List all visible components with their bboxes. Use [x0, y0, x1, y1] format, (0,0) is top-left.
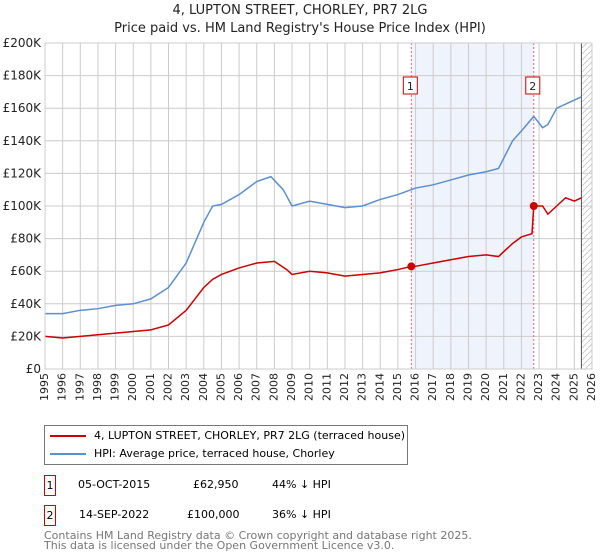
y-tick-label: £40K	[10, 297, 42, 311]
transaction-hpi: 44% ↓ HPI	[272, 478, 331, 491]
x-tick-label: 2018	[444, 373, 457, 401]
annotation-box	[402, 76, 418, 95]
y-tick-label: £140K	[3, 134, 43, 148]
legend-red-line	[50, 434, 86, 437]
x-tick-label: 2004	[197, 373, 210, 401]
legend-blue-line	[50, 452, 86, 455]
annotation-label: 2	[529, 80, 536, 93]
legend-item-hpi: HPI: Average price, terraced house, Chor…	[50, 447, 335, 460]
x-tick-label: 2010	[303, 373, 316, 401]
y-tick-label: £100K	[3, 199, 43, 213]
chart-plot: 1995 1996 1997 1998 1999 2000 2001 2002 2003 2004…	[3, 36, 598, 401]
legend: 4, LUPTON STREET, CHORLEY, PR7 2LG (terr…	[44, 425, 408, 465]
footer-line: This data is licensed under the Open Gov…	[44, 539, 395, 552]
x-tick-label: 2003	[179, 373, 192, 401]
transaction-hpi: 36% ↓ HPI	[272, 508, 331, 521]
x-tick-label: 2026	[585, 373, 598, 401]
x-tick-label: 2009	[285, 373, 298, 401]
x-tick-label: 2002	[162, 373, 175, 401]
x-tick-label: 2019	[461, 373, 474, 401]
x-tick-label: 2020	[479, 373, 492, 401]
sale-point	[407, 262, 416, 271]
x-tick-label: 2005	[214, 373, 227, 401]
chart-subtitle: Price paid vs. HM Land Registry's House …	[114, 21, 486, 36]
series-line	[44, 196, 582, 339]
annotation-box	[525, 76, 541, 95]
series-line	[45, 96, 582, 315]
y-tick-label: £60K	[10, 264, 42, 278]
x-tick-label: 2025	[567, 373, 580, 401]
annotation-label: 1	[407, 80, 414, 93]
x-tick-label: 1997	[73, 373, 86, 401]
transaction-date: 05-OCT-2015	[78, 478, 151, 491]
y-tick-label: £180K	[3, 69, 43, 83]
x-tick-label: 2015	[391, 373, 404, 401]
x-tick-label: 1999	[109, 373, 122, 401]
transaction-price: £62,950	[193, 478, 239, 491]
x-tick-label: 1995	[38, 373, 51, 401]
x-tick-label: 2023	[532, 373, 545, 401]
plot-frame	[44, 42, 593, 370]
x-tick-label: 2017	[426, 373, 439, 401]
x-tick-label: 2014	[373, 373, 386, 401]
y-tick-label: £200K	[3, 36, 43, 50]
x-tick-label: 2011	[320, 373, 333, 401]
x-tick-label: 2000	[126, 373, 139, 401]
x-tick-label: 2024	[550, 373, 563, 401]
y-tick-label: £0	[26, 362, 41, 376]
footer: Contains HM Land Registry data © Crown c…	[44, 529, 472, 552]
x-tick-label: 1996	[56, 373, 69, 401]
x-tick-label: 2001	[144, 373, 157, 401]
y-tick-label: £20K	[10, 329, 42, 343]
sale-point	[529, 202, 538, 210]
x-tick-label: 2022	[514, 373, 527, 401]
y-tick-label: £120K	[3, 166, 43, 180]
x-tick-label: 2008	[267, 373, 280, 401]
y-tick-label: £80K	[10, 232, 42, 246]
y-tick-label: £160K	[3, 101, 43, 115]
transaction-date: 14-SEP-2022	[79, 508, 150, 521]
x-tick-label: 2006	[232, 373, 245, 401]
transaction-badge: 1	[44, 475, 56, 496]
chart-title: 4, LUPTON STREET, CHORLEY, PR7 2LG	[172, 3, 428, 18]
x-tick-label: 2007	[250, 373, 263, 401]
x-tick-label: 2021	[497, 373, 510, 401]
legend-label: HPI: Average price, terraced house, Chor…	[94, 447, 335, 460]
legend-label: 4, LUPTON STREET, CHORLEY, PR7 2LG (terr…	[94, 429, 406, 442]
x-tick-label: 2016	[409, 373, 422, 401]
transaction-badge: 2	[44, 505, 56, 526]
legend-item-property: 4, LUPTON STREET, CHORLEY, PR7 2LG (terr…	[50, 429, 405, 442]
transaction-price: £100,000	[187, 508, 240, 521]
x-tick-label: 2012	[338, 373, 351, 401]
x-tick-label: 2013	[356, 373, 369, 401]
x-tick-label: 1998	[91, 373, 104, 401]
footer-line: Contains HM Land Registry data © Crown c…	[44, 529, 472, 542]
